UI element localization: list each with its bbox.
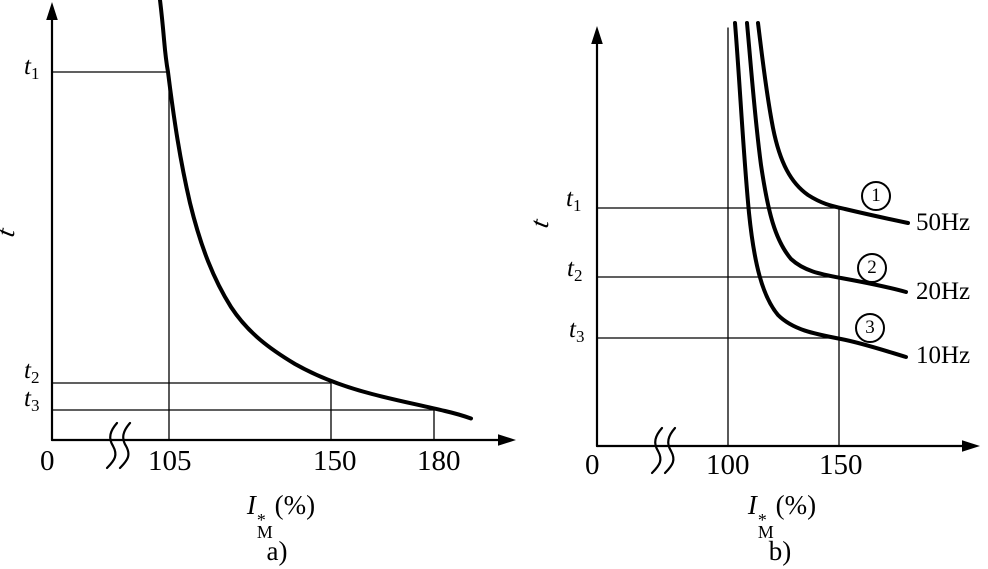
panel-a-ytick-t1-sub: 1 xyxy=(30,63,40,83)
panel-b-x-axis-label-sub: M xyxy=(757,521,774,542)
panel-a-ytick-t3-sub: 3 xyxy=(30,395,40,415)
panel-b-xtick-100: 100 xyxy=(706,449,750,481)
panel-a-x-axis-label-symbol: I xyxy=(246,490,256,520)
panel-a-xtick-0: 0 xyxy=(40,445,55,477)
panel-b-axis-break-icon xyxy=(650,426,677,475)
panel-a-graphics xyxy=(46,0,516,470)
panel-b-curve-label-10hz: 10Hz xyxy=(916,342,971,369)
panel-a-x-axis-label-unit: (%) xyxy=(274,490,316,520)
panel-a-x-axis-label-supsub: * M xyxy=(256,510,273,542)
panel-a-ytick-t1: t1 xyxy=(24,54,39,82)
panel-b-x-axis-label-unit: (%) xyxy=(775,490,817,520)
panel-a-caption: a) xyxy=(266,536,288,566)
panel-a-ytick-t3: t3 xyxy=(24,386,39,414)
panel-b-curve-20hz xyxy=(745,21,908,294)
panel-a-curve xyxy=(158,0,473,421)
panel-b-curve-50hz xyxy=(756,21,910,225)
panel-a-ytick-t3-base: t xyxy=(24,385,31,412)
panel-b-ytick-t1-sub: 1 xyxy=(572,195,582,215)
panel-b-curve-10hz xyxy=(733,21,908,359)
panel-a-ytick-t2-sub: 2 xyxy=(30,367,40,387)
panel-a-xtick-180: 180 xyxy=(417,445,461,477)
panel-b-curve-label-20hz: 20Hz xyxy=(916,278,971,305)
panel-b-x-axis-label: I * M (%) xyxy=(727,490,837,542)
panel-b-xtick-0: 0 xyxy=(585,449,600,481)
panel-b-y-axis-arrow-icon xyxy=(591,26,603,44)
panel-a-ytick-t2-base: t xyxy=(24,357,31,384)
panel-b-x-axis-label-symbol: I xyxy=(747,490,757,520)
panel-a-x-axis-label: I * M (%) xyxy=(226,490,336,542)
panel-a-x-axis-label-sub: M xyxy=(256,521,273,542)
panel-b-ytick-t1: t1 xyxy=(566,186,581,214)
panel-b-ytick-t3-base: t xyxy=(569,316,576,343)
panel-b-ytick-t3-sub: 3 xyxy=(575,326,585,346)
panel-a-xtick-105: 105 xyxy=(148,445,192,477)
panel-b-ytick-t1-base: t xyxy=(566,185,573,212)
panel-b-curve-marker-1: 1 xyxy=(861,181,891,211)
panel-b-x-axis-arrow-icon xyxy=(962,440,980,452)
panel-b-curve-marker-2: 2 xyxy=(857,253,887,283)
panel-b-ytick-t2: t2 xyxy=(567,256,582,284)
panel-a-xtick-150: 150 xyxy=(313,445,357,477)
panel-b-ytick-t3: t3 xyxy=(569,317,584,345)
panel-b-curve-label-50hz: 50Hz xyxy=(916,209,971,236)
panel-b-ytick-t2-sub: 2 xyxy=(573,265,583,285)
panel-a-ytick-t1-base: t xyxy=(24,53,31,80)
panel-b-x-axis-label-supsub: * M xyxy=(757,510,774,542)
panel-a-axis-break-icon xyxy=(105,421,132,470)
panel-b-ytick-t2-base: t xyxy=(567,255,574,282)
panel-a-ytick-t2: t2 xyxy=(24,358,39,386)
panel-b-caption: b) xyxy=(768,536,792,566)
panel-b-xtick-150: 150 xyxy=(819,449,863,481)
panel-b-curve-marker-3: 3 xyxy=(855,313,885,343)
panel-a-x-axis-label-sup: * xyxy=(256,510,266,531)
panel-a-y-axis-arrow-icon xyxy=(46,2,58,20)
panel-a-x-axis-arrow-icon xyxy=(498,434,516,446)
panel-b-x-axis-label-sup: * xyxy=(757,510,767,531)
panel-b-graphics xyxy=(591,21,980,475)
